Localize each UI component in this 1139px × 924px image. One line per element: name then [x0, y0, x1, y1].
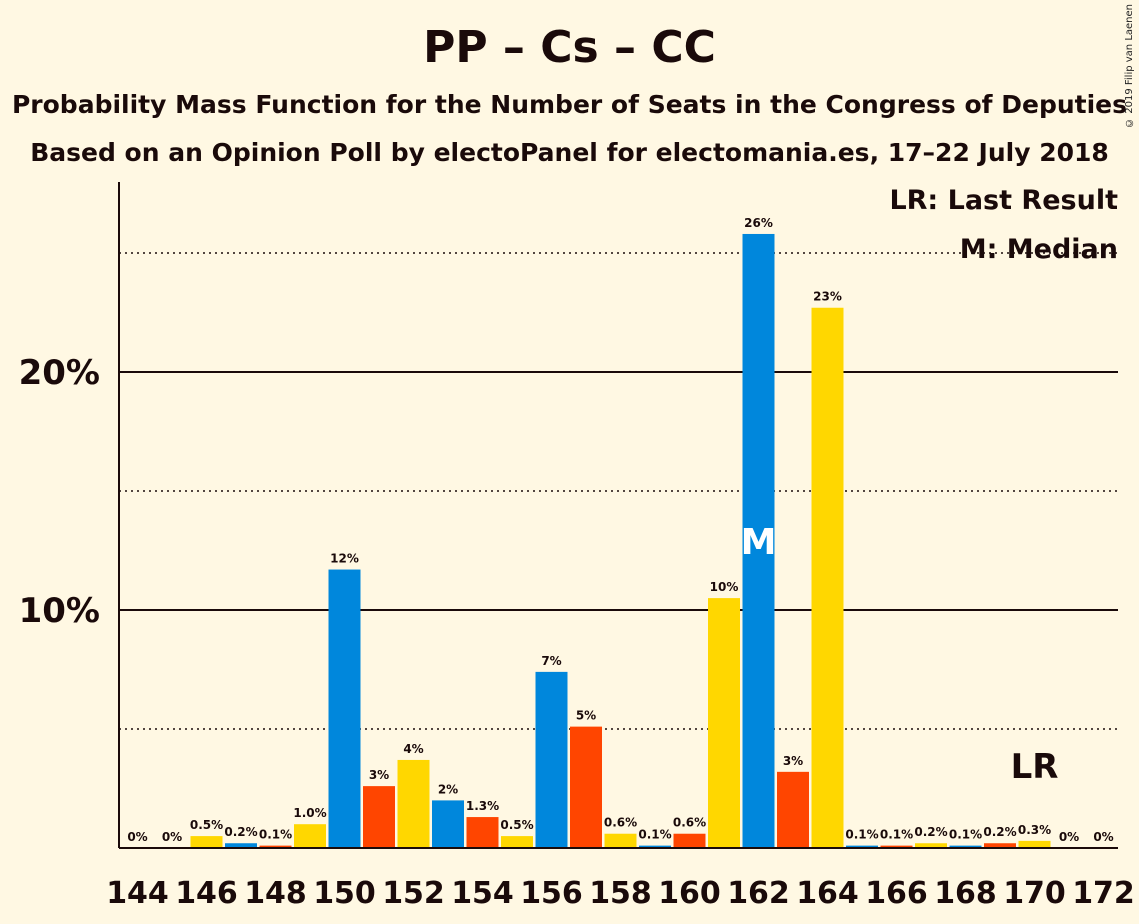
- bar-label-seat-150: 12%: [330, 552, 359, 566]
- bar-label-seat-145: 0%: [162, 830, 182, 844]
- bar-label-seat-166: 0.1%: [880, 828, 913, 842]
- bar-label-seat-164: 23%: [813, 290, 842, 304]
- bar-label-seat-165: 0.1%: [845, 828, 878, 842]
- bar-label-seat-170: 0.3%: [1018, 823, 1051, 837]
- bar-label-seat-156: 7%: [541, 654, 561, 668]
- bar-label-seat-169: 0.2%: [983, 825, 1016, 839]
- bar-seat-146: [190, 836, 223, 848]
- x-tick-label: 148: [244, 876, 307, 911]
- last-result-marker: LR: [1011, 747, 1059, 787]
- bar-label-seat-155: 0.5%: [500, 818, 533, 832]
- markers: M LR: [741, 522, 1059, 787]
- bar-seat-169: [984, 843, 1016, 848]
- bar-seat-153: [432, 800, 464, 848]
- x-tick-label: 162: [727, 876, 790, 911]
- bar-label-seat-168: 0.1%: [949, 828, 982, 842]
- x-tick-label: 164: [796, 876, 859, 911]
- bar-seat-164: [811, 307, 844, 848]
- bar-seat-151: [363, 786, 395, 848]
- bar-seat-154: [466, 817, 499, 848]
- bar-seat-157: [570, 726, 602, 848]
- bar-label-seat-148: 0.1%: [259, 828, 292, 842]
- legend-last-result: LR: Last Result: [889, 185, 1118, 216]
- bar-label-seat-146: 0.5%: [190, 818, 223, 832]
- bar-label-seat-163: 3%: [783, 754, 803, 768]
- gridlines: [119, 252, 1118, 730]
- chart-title: PP – Cs – CC: [423, 22, 716, 73]
- bar-label-seat-171: 0%: [1059, 830, 1079, 844]
- bar-seat-168: [949, 845, 982, 848]
- bars: [190, 233, 1051, 848]
- bar-seat-147: [225, 843, 257, 848]
- bar-label-seat-158: 0.6%: [604, 816, 637, 830]
- chart-source: Based on an Opinion Poll by electoPanel …: [30, 138, 1109, 167]
- x-tick-label: 166: [865, 876, 928, 911]
- bar-seat-170: [1018, 840, 1051, 848]
- bar-seat-148: [259, 845, 292, 848]
- bar-seat-158: [604, 833, 637, 848]
- bar-seat-165: [846, 845, 878, 848]
- x-tick-label: 156: [520, 876, 583, 911]
- x-tick-label: 172: [1072, 876, 1135, 911]
- bar-label-seat-144: 0%: [127, 830, 147, 844]
- axes: 10%20%144 146 148 150 152 154 156 158 160 162 164 1…: [19, 182, 1135, 911]
- bar-label-seat-159: 0.1%: [638, 828, 671, 842]
- x-tick-label: 170: [1003, 876, 1066, 911]
- x-tick-label: 158: [589, 876, 652, 911]
- x-tick-label: 146: [175, 876, 238, 911]
- chart-subtitle: Probability Mass Function for the Number…: [11, 90, 1128, 119]
- x-tick-label: 150: [313, 876, 376, 911]
- bar-seat-150: [328, 569, 361, 848]
- legend-median: M: Median: [960, 234, 1118, 265]
- bar-seat-162: [742, 233, 775, 848]
- bar-seat-149: [294, 824, 326, 848]
- bar-label-seat-147: 0.2%: [224, 825, 257, 839]
- bar-label-seat-162: 26%: [744, 216, 773, 230]
- bar-label-seat-172: 0%: [1093, 830, 1113, 844]
- bar-label-seat-160: 0.6%: [673, 816, 706, 830]
- bar-labels: 0% 0%0.5%0.2% 0.1%1.0%12%3%4%2%1.3%0.5%7%5…: [127, 216, 1113, 844]
- y-tick-label: 20%: [19, 353, 100, 393]
- bar-seat-155: [501, 836, 533, 848]
- bar-label-seat-154: 1.3%: [466, 799, 499, 813]
- bar-seat-166: [880, 845, 913, 848]
- bar-label-seat-167: 0.2%: [914, 825, 947, 839]
- bar-seat-156: [535, 671, 568, 848]
- x-tick-label: 144: [106, 876, 169, 911]
- bar-label-seat-157: 5%: [576, 709, 596, 723]
- bar-seat-163: [777, 771, 809, 848]
- x-tick-label: 152: [382, 876, 445, 911]
- bar-seat-161: [708, 598, 740, 848]
- x-tick-label: 168: [934, 876, 997, 911]
- x-tick-label: 160: [658, 876, 721, 911]
- bar-seat-159: [639, 845, 671, 848]
- bar-label-seat-149: 1.0%: [293, 806, 326, 820]
- bar-seat-167: [915, 843, 947, 848]
- bar-seat-152: [397, 759, 430, 848]
- bar-label-seat-151: 3%: [369, 768, 389, 782]
- median-marker: M: [741, 522, 777, 563]
- y-tick-label: 10%: [19, 591, 100, 631]
- x-tick-label: 154: [451, 876, 514, 911]
- bar-seat-160: [673, 833, 706, 848]
- bar-label-seat-161: 10%: [710, 580, 739, 594]
- bar-label-seat-152: 4%: [403, 742, 423, 756]
- bar-label-seat-153: 2%: [438, 782, 458, 796]
